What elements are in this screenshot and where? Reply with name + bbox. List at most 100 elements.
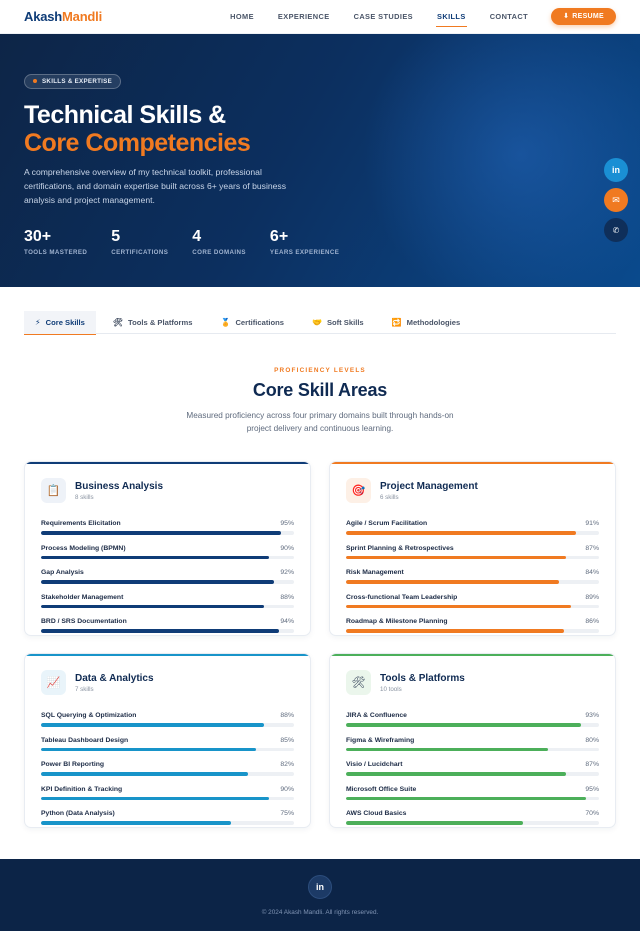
nav-link-experience[interactable]: EXPERIENCE [277,12,330,21]
skill-percent: 94% [280,618,294,625]
logo[interactable]: AkashMandli [24,9,102,24]
logo-second: Mandli [62,9,102,24]
skill-percent: 85% [280,736,294,744]
hero-stats: 30+ TOOLS MASTERED 5 CERTIFICATIONS 4 CO… [24,228,616,256]
skill-bar-fill [41,604,264,608]
skill-list: JIRA & Confluence 93% Figma & Wireframing 8… [346,712,599,825]
hero-badge: SKILLS & EXPERTISE [24,73,122,89]
footer: in © 2024 Akash Mandli. All rights reser… [0,859,640,931]
skill-name: Agile / Scrum Facilitation [346,520,428,527]
copyright: © 2024 Akash Mandli. All rights reserved… [261,909,379,916]
skill-percent: 91% [585,520,599,527]
skill-row: AWS Cloud Basics 70% [346,810,599,817]
tab-label: Certifications [235,317,284,327]
hero-title: Technical Skills & Core Competencies [24,101,616,157]
stat-label: TOOLS MASTERED [24,248,88,256]
tab-label: Tools & Platforms [128,317,193,327]
stat-value: 4 [192,227,202,245]
skill-bar-track [346,821,599,825]
skill-item: Risk Management 84% [346,569,599,584]
skill-name: SQL Querying & Optimization [41,712,137,719]
resume-button[interactable]: ⬇ RESUME [551,8,616,25]
nav-link-skills[interactable]: SKILLS [436,8,467,27]
tab-core-skills[interactable]: ⚡ Core Skills [24,311,96,335]
linkedin-icon[interactable]: in [308,875,332,899]
skill-percent: 87% [585,761,599,768]
skill-row: Stakeholder Management 88% [41,594,294,601]
badge-dot [33,79,37,83]
skill-percent: 88% [280,712,294,719]
skill-bar-fill [41,772,249,776]
card-header: 📋 Business Analysis 8 skills [41,478,294,503]
skill-list: Agile / Scrum Facilitation 91% Sprint Plan… [346,520,599,633]
hero-title-line1: Technical Skills & [24,100,226,129]
skill-percent: 80% [585,736,599,744]
skill-item: Sprint Planning & Retrospectives 87% [346,545,599,559]
skill-bar-fill [41,555,269,559]
nav-link-home[interactable]: HOME [230,12,254,21]
nav-links: HOME EXPERIENCE CASE STUDIES SKILLS CONT… [207,8,616,27]
card-count: 6 skills [380,493,399,501]
skill-list: SQL Querying & Optimization 88% Tableau Da… [41,712,294,825]
card-title: Data & Analytics [75,672,154,684]
skill-percent: 92% [280,569,294,576]
skill-item: Roadmap & Milestone Planning 86% [346,618,599,633]
stat-label: CERTIFICATIONS [111,248,169,256]
stat-certifications: 5 CERTIFICATIONS [111,228,168,256]
skill-name: Process Modeling (BPMN) [41,544,126,552]
phone-icon[interactable]: ✆ [604,218,628,242]
hero-description: A comprehensive overview of my technical… [24,166,287,205]
skill-card: 🎯 Project Management 6 skills Agile / Scrum… [329,461,616,636]
skill-name: Risk Management [346,569,404,576]
medal-icon: 🏅 [220,317,231,327]
stat-value: 5 [111,227,121,245]
skill-bar-fill [346,555,567,559]
skill-item: Cross-functional Team Leadership 89% [346,594,599,608]
tab-tools-platforms[interactable]: 🛠 Tools & Platforms [102,311,204,333]
skill-card: 📋 Business Analysis 8 skills Requirements E… [24,461,311,636]
tools-icon: 🛠 [112,317,124,327]
skill-bar-track [41,580,294,584]
skill-percent: 95% [585,785,599,793]
card-count: 8 skills [75,493,94,501]
skill-row: BRD / SRS Documentation 94% [41,618,294,625]
tab-methodologies[interactable]: 🔁 Methodologies [381,311,472,333]
nav-link-contact[interactable]: CONTACT [489,12,529,21]
skill-name: Stakeholder Management [41,593,124,601]
skill-row: KPI Definition & Tracking 90% [41,786,294,793]
tab-certifications[interactable]: 🏅 Certifications [209,311,295,333]
card-count: 10 tools [380,685,402,693]
skill-name: BRD / SRS Documentation [41,618,127,625]
skill-item: AWS Cloud Basics 70% [346,810,599,825]
nav-link-case-studies[interactable]: CASE STUDIES [353,12,413,21]
skill-bar-fill [41,531,282,535]
skill-name: Gap Analysis [41,569,84,576]
card-header: 🎯 Project Management 6 skills [346,478,599,503]
skill-row: SQL Querying & Optimization 88% [41,712,294,719]
skill-percent: 86% [585,618,599,625]
badge-label: SKILLS & EXPERTISE [42,77,113,85]
skill-bar-track [346,772,599,776]
skill-bar-fill [41,796,269,800]
linkedin-icon[interactable]: in [604,158,628,182]
hero-title-line2: Core Competencies [24,128,251,157]
tab-label: Methodologies [406,317,461,327]
lightning-icon: ⚡ [35,317,41,327]
skill-item: Microsoft Office Suite 95% [346,785,599,800]
tab-soft-skills[interactable]: 🤝 Soft Skills [301,311,375,333]
card-title: Business Analysis [75,480,164,492]
skill-bar-track [346,629,599,633]
tab-label: Soft Skills [326,317,364,327]
skill-row: Risk Management 84% [346,569,599,576]
section-eyebrow: PROFICIENCY LEVELS [274,367,366,374]
skill-bar-fill [346,723,582,727]
skill-bar-track [41,604,294,608]
skill-bar-fill [346,747,549,751]
skill-name: KPI Definition & Tracking [41,785,123,793]
skill-item: Figma & Wireframing 80% [346,736,599,751]
hero-section: SKILLS & EXPERTISE Technical Skills & Co… [0,34,640,287]
email-icon[interactable]: ✉ [604,188,628,212]
skill-item: BRD / SRS Documentation 94% [41,618,294,633]
skill-name: JIRA & Confluence [346,712,407,719]
tools-icon: 🛠 [346,670,371,695]
